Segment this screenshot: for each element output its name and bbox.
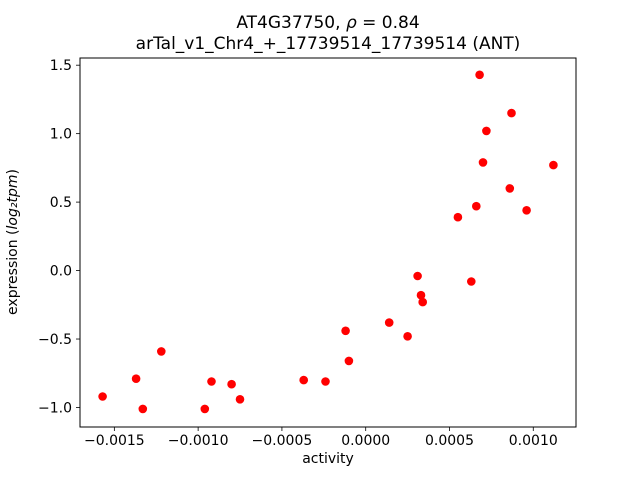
data-point	[482, 126, 491, 136]
x-tick-label: −0.0010	[168, 433, 229, 449]
data-point	[403, 332, 412, 341]
data-point	[453, 212, 463, 222]
data-point	[478, 158, 488, 167]
plot-frame	[79, 57, 577, 428]
data-point	[467, 277, 476, 286]
x-axis-label: activity	[302, 451, 354, 467]
data-point	[418, 297, 428, 307]
data-point	[384, 318, 394, 327]
y-tick-label: 0.0	[50, 264, 72, 280]
data-points	[98, 70, 558, 414]
data-point	[138, 404, 148, 414]
data-point	[227, 379, 236, 389]
data-point	[522, 206, 531, 215]
y-tick-label: 0.5	[50, 195, 72, 211]
data-point	[207, 377, 216, 386]
data-point	[321, 377, 330, 386]
data-point	[505, 184, 515, 193]
data-point	[507, 108, 516, 118]
data-point	[200, 404, 210, 414]
x-tick-label: −0.0015	[84, 433, 145, 449]
data-point	[413, 271, 422, 281]
data-point	[549, 160, 558, 170]
data-point	[472, 201, 481, 211]
y-axis-label: expression (log₂tpm)	[5, 169, 21, 315]
data-point	[131, 374, 141, 384]
x-axis-ticks: −0.0015 −0.0010 −0.0005 0.0000 0.0005 0.0010	[84, 427, 558, 449]
data-point	[299, 375, 309, 385]
data-point	[475, 70, 484, 80]
y-tick-label: −1.0	[38, 400, 72, 416]
x-tick-label: 0.0010	[509, 433, 558, 449]
chart-title-line2: arTal_v1_Chr4_+_17739514_17739514 (ANT)	[136, 34, 521, 54]
y-tick-label: 1.0	[50, 127, 72, 143]
data-point	[157, 347, 166, 356]
x-tick-label: 0.0005	[425, 433, 474, 449]
x-tick-label: 0.0000	[341, 433, 390, 449]
y-axis-ticks: −1.0 −0.5 0.0 0.5 1.0 1.5	[38, 58, 80, 416]
data-point	[341, 326, 350, 336]
data-point	[98, 392, 107, 401]
chart-title-line1: AT4G37750, ρ = 0.84	[236, 13, 419, 33]
y-tick-label: 1.5	[50, 58, 72, 74]
data-point	[235, 395, 245, 404]
data-point	[416, 290, 426, 300]
data-point	[344, 356, 354, 366]
x-tick-label: −0.0005	[252, 433, 313, 449]
y-tick-label: −0.5	[38, 332, 72, 348]
